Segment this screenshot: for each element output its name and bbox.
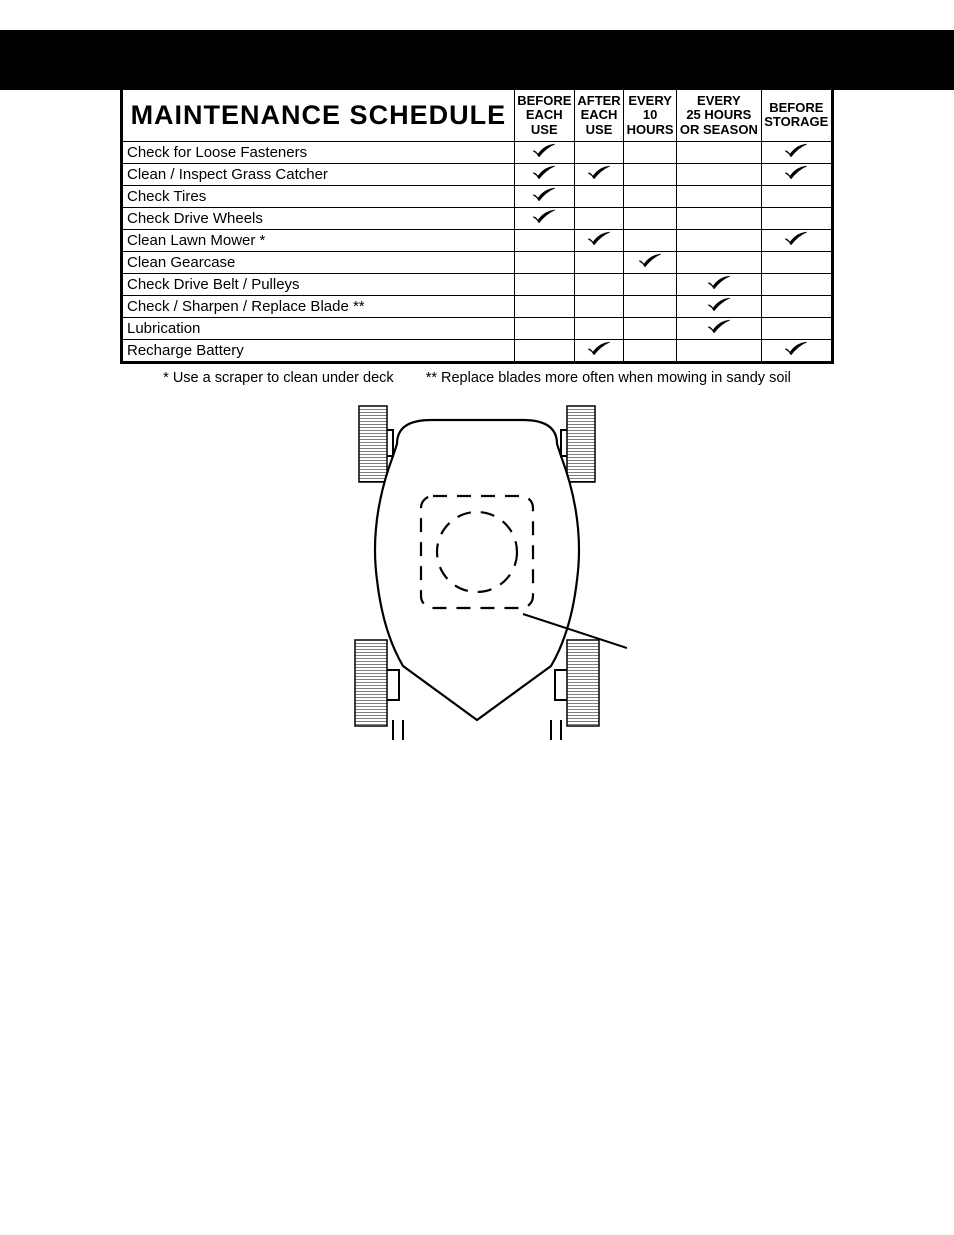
task-cell: Check Drive Belt / Pulleys	[122, 273, 515, 295]
mark-cell	[624, 185, 677, 207]
mark-cell	[514, 339, 574, 362]
mark-cell	[514, 163, 574, 185]
footnotes: * Use a scraper to clean under deck ** R…	[120, 370, 834, 386]
mark-cell	[624, 317, 677, 339]
col-head-before-each-use: BEFORE EACH USE	[514, 89, 574, 142]
footnote-1: * Use a scraper to clean under deck	[163, 370, 394, 386]
mark-cell	[514, 185, 574, 207]
mark-cell	[677, 317, 762, 339]
mark-cell	[624, 229, 677, 251]
task-cell: Lubrication	[122, 317, 515, 339]
table-title: MAINTENANCE SCHEDULE	[122, 89, 515, 142]
mower-diagram	[120, 400, 834, 745]
mark-cell	[677, 163, 762, 185]
table-row: Lubrication	[122, 317, 833, 339]
col-head-every-25-hours: EVERY 25 HOURS OR SEASON	[677, 89, 762, 142]
task-cell: Check / Sharpen / Replace Blade **	[122, 295, 515, 317]
front-left-wheel-icon	[359, 406, 387, 482]
mark-cell	[677, 207, 762, 229]
mark-cell	[624, 207, 677, 229]
mark-cell	[624, 295, 677, 317]
col-head-after-each-use: AFTER EACH USE	[574, 89, 623, 142]
table-body: Check for Loose FastenersClean / Inspect…	[122, 141, 833, 362]
header-banner	[0, 30, 954, 90]
task-cell: Check Drive Wheels	[122, 207, 515, 229]
table-row: Check Drive Wheels	[122, 207, 833, 229]
table-row: Check Tires	[122, 185, 833, 207]
mark-cell	[574, 163, 623, 185]
table-row: Check / Sharpen / Replace Blade **	[122, 295, 833, 317]
front-right-wheel-icon	[567, 406, 595, 482]
mark-cell	[761, 163, 832, 185]
mark-cell	[574, 339, 623, 362]
table-row: Recharge Battery	[122, 339, 833, 362]
mark-cell	[514, 251, 574, 273]
mark-cell	[514, 207, 574, 229]
mark-cell	[574, 295, 623, 317]
page-content: MAINTENANCE SCHEDULE BEFORE EACH USE AFT…	[0, 87, 954, 745]
mower-diagram-svg	[327, 400, 627, 740]
mark-cell	[514, 317, 574, 339]
task-cell: Recharge Battery	[122, 339, 515, 362]
mark-cell	[514, 273, 574, 295]
mark-cell	[624, 141, 677, 163]
rear-right-wheel-icon	[567, 640, 599, 726]
mark-cell	[574, 207, 623, 229]
rear-left-wheel-icon	[355, 640, 387, 726]
mark-cell	[677, 229, 762, 251]
mark-cell	[574, 229, 623, 251]
mark-cell	[574, 251, 623, 273]
mark-cell	[574, 185, 623, 207]
mark-cell	[624, 273, 677, 295]
table-row: Clean Gearcase	[122, 251, 833, 273]
mark-cell	[677, 251, 762, 273]
mark-cell	[677, 295, 762, 317]
table-header-row: MAINTENANCE SCHEDULE BEFORE EACH USE AFT…	[122, 89, 833, 142]
task-cell: Clean Gearcase	[122, 251, 515, 273]
mark-cell	[574, 273, 623, 295]
mark-cell	[624, 251, 677, 273]
task-cell: Clean / Inspect Grass Catcher	[122, 163, 515, 185]
table-row: Check Drive Belt / Pulleys	[122, 273, 833, 295]
mark-cell	[761, 229, 832, 251]
table-row: Clean Lawn Mower *	[122, 229, 833, 251]
task-cell: Clean Lawn Mower *	[122, 229, 515, 251]
task-cell: Check Tires	[122, 185, 515, 207]
mark-cell	[761, 185, 832, 207]
mark-cell	[624, 163, 677, 185]
mark-cell	[514, 229, 574, 251]
footnote-2: ** Replace blades more often when mowing…	[426, 370, 791, 386]
mark-cell	[677, 273, 762, 295]
mark-cell	[761, 141, 832, 163]
table-row: Check for Loose Fasteners	[122, 141, 833, 163]
mark-cell	[624, 339, 677, 362]
mark-cell	[677, 141, 762, 163]
col-head-every-10-hours: EVERY 10 HOURS	[624, 89, 677, 142]
task-cell: Check for Loose Fasteners	[122, 141, 515, 163]
table-title-text: MAINTENANCE SCHEDULE	[131, 100, 507, 130]
mark-cell	[677, 185, 762, 207]
mark-cell	[514, 295, 574, 317]
mark-cell	[761, 339, 832, 362]
table-row: Clean / Inspect Grass Catcher	[122, 163, 833, 185]
mark-cell	[761, 295, 832, 317]
mark-cell	[761, 273, 832, 295]
mark-cell	[574, 141, 623, 163]
mark-cell	[761, 251, 832, 273]
mark-cell	[574, 317, 623, 339]
mark-cell	[761, 207, 832, 229]
col-head-before-storage: BEFORE STORAGE	[761, 89, 832, 142]
mark-cell	[514, 141, 574, 163]
deck-outline-icon	[375, 420, 579, 720]
mark-cell	[761, 317, 832, 339]
mark-cell	[677, 339, 762, 362]
maintenance-schedule-table: MAINTENANCE SCHEDULE BEFORE EACH USE AFT…	[120, 87, 834, 364]
